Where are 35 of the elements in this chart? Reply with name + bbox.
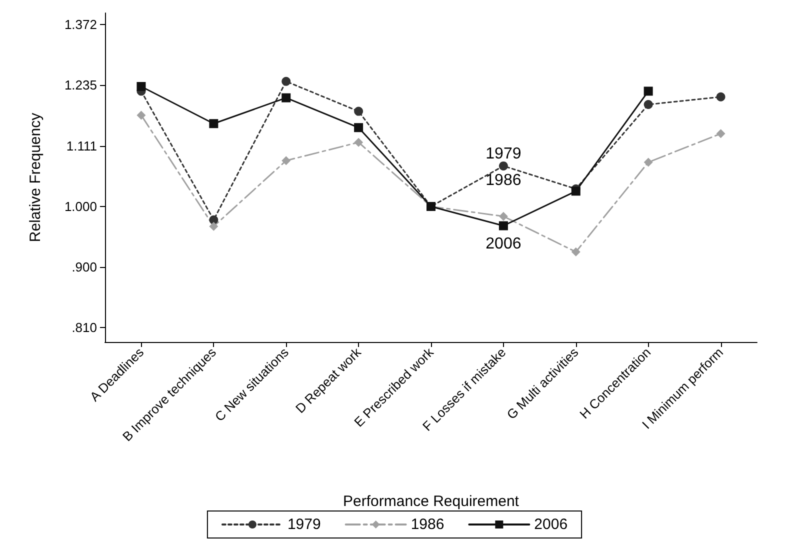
legend-label: 1979 bbox=[287, 516, 321, 533]
point bbox=[209, 215, 218, 224]
annotation: 2006 bbox=[486, 235, 522, 252]
point bbox=[644, 100, 653, 110]
annotation: 1986 bbox=[486, 172, 522, 189]
y-tick-label: 1.111 bbox=[66, 138, 97, 154]
legend-label: 1986 bbox=[410, 516, 444, 533]
point bbox=[354, 138, 364, 147]
point bbox=[282, 93, 291, 102]
point bbox=[209, 222, 218, 231]
point bbox=[498, 221, 508, 230]
point bbox=[498, 161, 508, 170]
y-tick-label: .810 bbox=[72, 320, 97, 336]
point bbox=[571, 186, 580, 196]
legend-label: 2006 bbox=[534, 516, 568, 533]
y-tick-label: 1.235 bbox=[64, 78, 97, 93]
point bbox=[354, 106, 364, 116]
y-tick-label: 1.372 bbox=[64, 17, 97, 32]
y-axis-title: Relative Frequency bbox=[27, 112, 44, 242]
point bbox=[209, 119, 218, 128]
point bbox=[571, 247, 580, 256]
x-axis-title: Performance Requirement bbox=[343, 493, 520, 510]
point bbox=[282, 156, 291, 166]
y-tick-label: 1.000 bbox=[64, 198, 97, 214]
point bbox=[644, 158, 653, 167]
point bbox=[136, 82, 146, 91]
point bbox=[644, 86, 653, 96]
point bbox=[498, 212, 508, 221]
point bbox=[716, 92, 726, 102]
annotation: 1979 bbox=[486, 145, 522, 162]
point bbox=[282, 76, 291, 86]
point bbox=[716, 129, 726, 138]
y-tick-label: .900 bbox=[72, 260, 97, 275]
point bbox=[354, 123, 364, 132]
point bbox=[136, 110, 146, 120]
